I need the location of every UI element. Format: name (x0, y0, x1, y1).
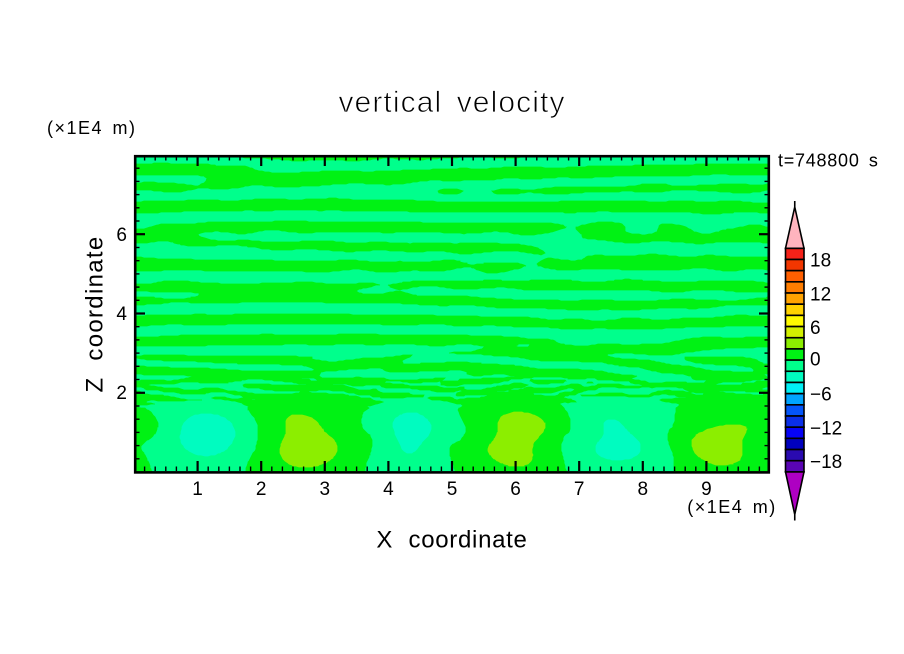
svg-text:0: 0 (810, 350, 821, 371)
svg-text:(×1E4 m): (×1E4 m) (687, 497, 777, 517)
svg-text:18: 18 (810, 251, 831, 272)
svg-text:−12: −12 (810, 419, 842, 440)
svg-text:2: 2 (256, 479, 267, 500)
svg-text:Z coordinate: Z coordinate (82, 235, 109, 392)
svg-text:6: 6 (116, 225, 127, 246)
svg-text:7: 7 (574, 479, 585, 500)
svg-text:vertical velocity: vertical velocity (338, 86, 565, 119)
svg-text:3: 3 (320, 479, 331, 500)
svg-text:t=748800 s: t=748800 s (778, 151, 879, 171)
svg-text:(×1E4 m): (×1E4 m) (47, 118, 137, 138)
svg-text:6: 6 (510, 479, 521, 500)
svg-text:4: 4 (116, 304, 127, 325)
svg-text:2: 2 (116, 383, 127, 404)
svg-text:12: 12 (810, 285, 831, 306)
svg-text:5: 5 (447, 479, 458, 500)
svg-text:6: 6 (810, 318, 821, 339)
svg-text:9: 9 (701, 479, 712, 500)
svg-text:X coordinate: X coordinate (376, 527, 527, 554)
svg-text:4: 4 (383, 479, 394, 500)
svg-text:−18: −18 (810, 452, 842, 473)
svg-text:8: 8 (638, 479, 649, 500)
svg-text:−6: −6 (810, 385, 832, 406)
svg-text:1: 1 (192, 479, 203, 500)
